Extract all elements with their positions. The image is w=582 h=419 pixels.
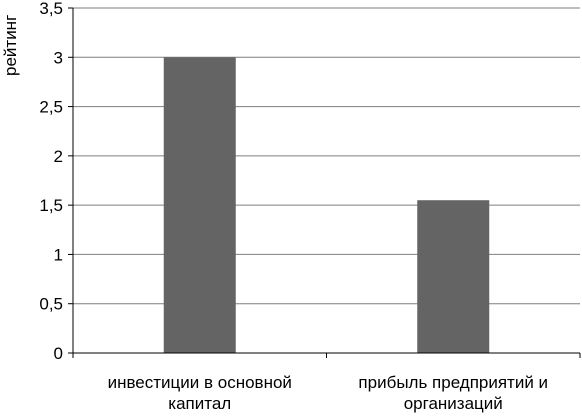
x-category-label: инвестиции в основной капитал (73, 372, 327, 414)
x-category-label: прибыль предприятий и организаций (327, 372, 581, 414)
y-tick-label: 3 (54, 48, 63, 67)
y-tick-label: 0 (54, 344, 63, 363)
y-tick-labels: 0 0,5 1 1,5 2 2,5 3 3,5 (39, 0, 63, 363)
y-tick-label: 2 (54, 147, 63, 166)
y-tick-label: 1 (54, 245, 63, 264)
y-axis-label: рейтинг (1, 15, 20, 76)
y-tick-label: 3,5 (39, 0, 63, 18)
y-tick-label: 1,5 (39, 196, 63, 215)
gridlines (73, 7, 580, 305)
x-category-label-line: капитал (168, 394, 232, 413)
bar (417, 200, 490, 353)
x-category-label-line: прибыль предприятий и (358, 373, 549, 392)
x-category-label-line: инвестиции в основной (107, 373, 292, 392)
bars (163, 57, 490, 354)
y-tick-label: 2,5 (39, 98, 63, 117)
bar (163, 57, 236, 354)
x-category-label-line: организаций (403, 394, 503, 413)
y-tick-label: 0,5 (39, 295, 63, 314)
axes (68, 7, 581, 358)
